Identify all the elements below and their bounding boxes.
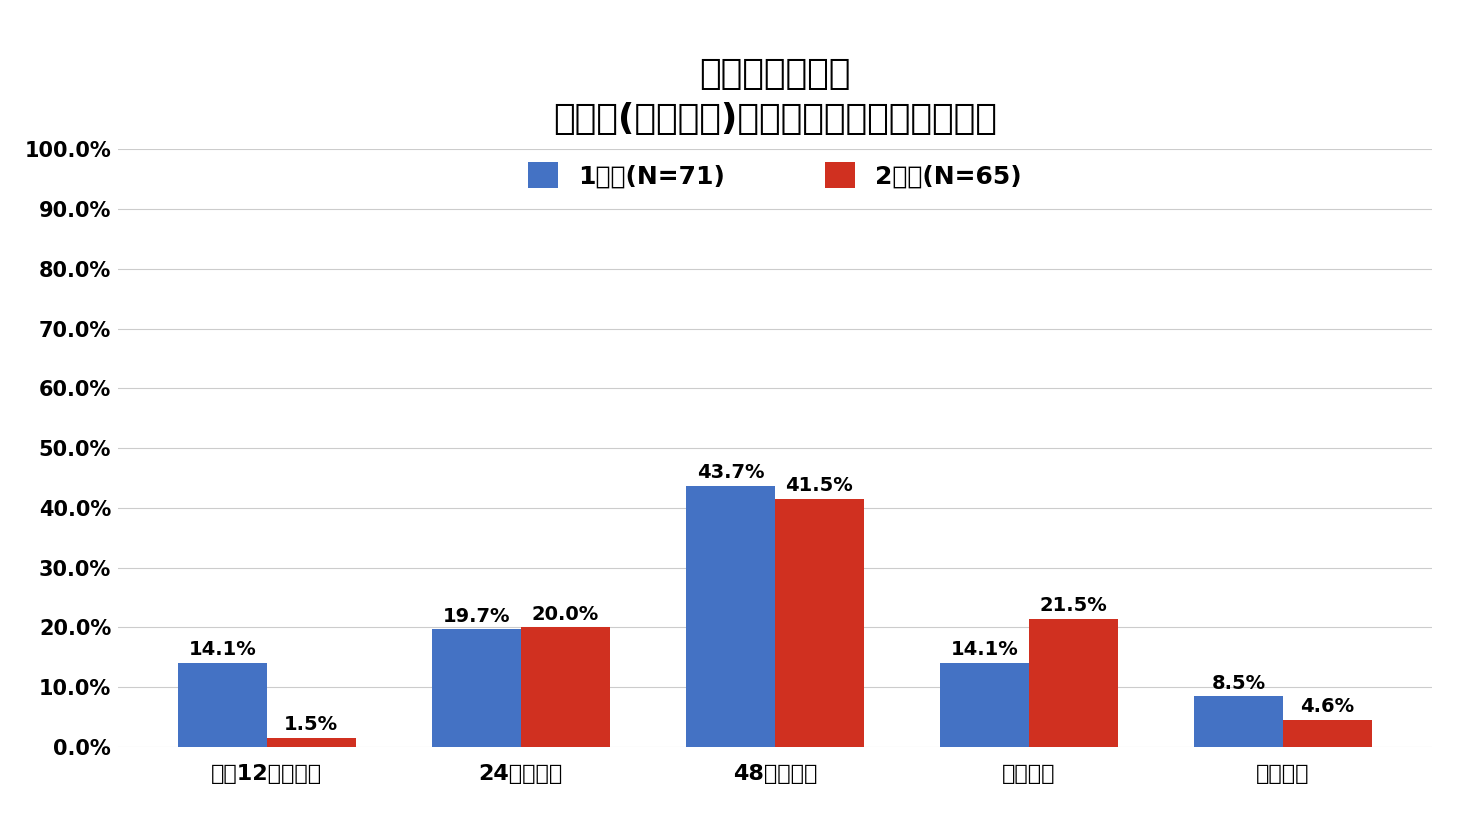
Bar	[521, 627, 610, 747]
Bar	[940, 662, 1029, 747]
Bar	[177, 662, 267, 747]
Text: 43.7%: 43.7%	[697, 463, 765, 482]
Title: コロナワクチン
副反応(注射部位)が治るまでにかかった時間: コロナワクチン 副反応(注射部位)が治るまでにかかった時間	[554, 56, 996, 135]
Bar	[1194, 696, 1283, 747]
Text: 4.6%: 4.6%	[1300, 697, 1355, 716]
Bar	[1283, 720, 1373, 747]
Text: 20.0%: 20.0%	[531, 605, 599, 624]
Bar	[1029, 618, 1117, 747]
Bar	[432, 629, 521, 747]
Text: 41.5%: 41.5%	[785, 476, 853, 496]
Bar	[267, 738, 356, 747]
Legend: 1回目(N=71), 2回目(N=65): 1回目(N=71), 2回目(N=65)	[528, 162, 1021, 188]
Text: 1.5%: 1.5%	[283, 715, 338, 735]
Bar	[686, 486, 775, 747]
Text: 8.5%: 8.5%	[1212, 674, 1266, 692]
Text: 21.5%: 21.5%	[1039, 596, 1107, 615]
Text: 14.1%: 14.1%	[189, 640, 257, 659]
Text: 19.7%: 19.7%	[443, 607, 511, 626]
Text: 14.1%: 14.1%	[951, 640, 1018, 659]
Bar	[775, 499, 863, 747]
